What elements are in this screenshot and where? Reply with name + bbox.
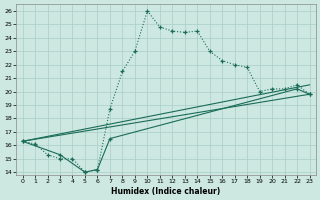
X-axis label: Humidex (Indice chaleur): Humidex (Indice chaleur) xyxy=(111,187,221,196)
